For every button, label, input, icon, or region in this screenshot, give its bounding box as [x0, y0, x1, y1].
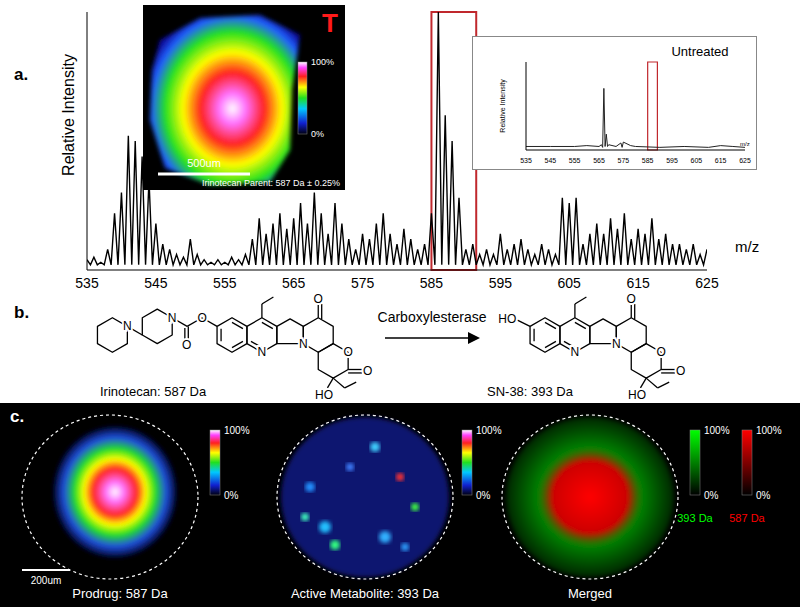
svg-text:595: 595	[489, 275, 513, 291]
svg-text:m/z: m/z	[740, 141, 750, 147]
svg-text:O: O	[343, 345, 352, 359]
svg-text:0%: 0%	[704, 490, 719, 501]
svg-text:T: T	[322, 8, 338, 38]
svg-text:c.: c.	[10, 407, 24, 426]
svg-text:O: O	[656, 345, 665, 359]
svg-text:m/z: m/z	[735, 238, 759, 255]
svg-text:200um: 200um	[31, 575, 62, 586]
svg-text:Relative Intensity: Relative Intensity	[60, 54, 77, 176]
svg-text:555: 555	[569, 157, 581, 164]
svg-text:N: N	[168, 311, 177, 325]
svg-text:565: 565	[282, 275, 306, 291]
svg-text:b.: b.	[14, 303, 29, 322]
svg-text:100%: 100%	[476, 425, 502, 436]
svg-text:100%: 100%	[704, 425, 730, 436]
svg-text:625: 625	[739, 157, 751, 164]
svg-text:Untreated: Untreated	[671, 44, 728, 59]
svg-text:Active Metabolite: 393 Da: Active Metabolite: 393 Da	[291, 586, 440, 601]
svg-text:HO: HO	[628, 388, 646, 402]
svg-text:595: 595	[666, 157, 678, 164]
svg-text:O: O	[676, 364, 685, 378]
svg-text:0%: 0%	[756, 490, 771, 501]
svg-text:N: N	[123, 319, 132, 333]
svg-text:585: 585	[642, 157, 654, 164]
svg-text:605: 605	[690, 157, 702, 164]
svg-text:545: 545	[544, 157, 556, 164]
svg-text:587 Da: 587 Da	[729, 512, 765, 524]
svg-text:O: O	[627, 292, 636, 306]
svg-text:Prodrug: 587 Da: Prodrug: 587 Da	[72, 586, 168, 601]
svg-text:535: 535	[520, 157, 532, 164]
svg-text:HO: HO	[498, 312, 516, 326]
svg-text:393 Da: 393 Da	[677, 512, 713, 524]
svg-text:0%: 0%	[224, 490, 239, 501]
svg-text:605: 605	[558, 275, 582, 291]
svg-text:Irinotecan: 587 Da: Irinotecan: 587 Da	[100, 384, 207, 399]
svg-text:N: N	[612, 337, 621, 351]
svg-text:545: 545	[144, 275, 168, 291]
svg-text:N: N	[571, 345, 580, 359]
svg-text:O: O	[363, 364, 372, 378]
svg-text:575: 575	[617, 157, 629, 164]
svg-text:0%: 0%	[311, 129, 324, 139]
svg-text:SN-38: 393 Da: SN-38: 393 Da	[487, 384, 574, 399]
svg-text:HO: HO	[315, 388, 333, 402]
svg-text:a.: a.	[14, 65, 28, 84]
svg-text:500um: 500um	[187, 157, 221, 169]
svg-text:565: 565	[593, 157, 605, 164]
svg-text:575: 575	[351, 275, 375, 291]
svg-text:O: O	[182, 338, 191, 352]
svg-text:Carboxylesterase: Carboxylesterase	[378, 309, 487, 325]
svg-text:100%: 100%	[224, 425, 250, 436]
svg-text:O: O	[314, 292, 323, 306]
svg-text:585: 585	[420, 275, 444, 291]
svg-text:O: O	[197, 311, 206, 325]
svg-text:100%: 100%	[756, 425, 782, 436]
svg-text:N: N	[258, 345, 267, 359]
svg-text:Relative Intensity: Relative Intensity	[499, 79, 507, 133]
svg-text:Merged: Merged	[568, 586, 612, 601]
svg-text:Irinotecan Parent: 587 Da ± 0.: Irinotecan Parent: 587 Da ± 0.25%	[202, 178, 340, 188]
svg-text:0%: 0%	[476, 490, 491, 501]
svg-text:535: 535	[75, 275, 99, 291]
svg-text:N: N	[299, 337, 308, 351]
svg-text:615: 615	[715, 157, 727, 164]
svg-text:100%: 100%	[311, 57, 334, 67]
svg-text:555: 555	[213, 275, 237, 291]
svg-text:625: 625	[695, 275, 719, 291]
svg-text:615: 615	[626, 275, 650, 291]
